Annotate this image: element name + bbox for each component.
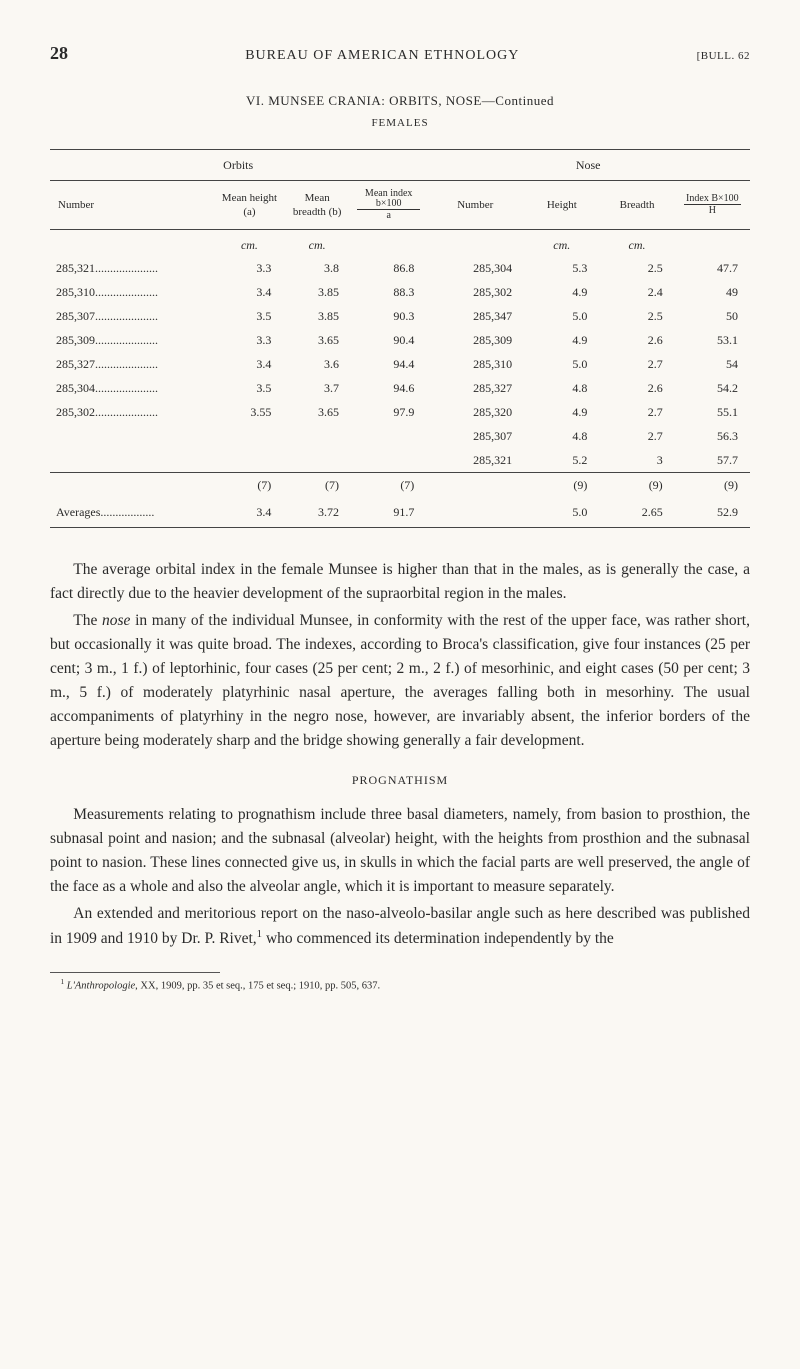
col-mean-index: Mean index b×100 a <box>351 181 426 230</box>
col-nose-number: Number <box>426 181 524 230</box>
col-mean-height: Mean height (a) <box>216 181 284 230</box>
averages-row: Averages..................3.43.7291.75.0… <box>50 497 750 528</box>
footnote-rule <box>50 972 220 973</box>
data-table: Orbits Nose Number Mean height (a) Mean … <box>50 149 750 528</box>
page-number: 28 <box>50 40 68 67</box>
table-row: 285,310.....................3.43.8588.32… <box>50 280 750 304</box>
count-row: (7)(7)(7)(9)(9)(9) <box>50 473 750 498</box>
table-subtitle: FEMALES <box>50 115 750 132</box>
paragraph-3: Measurements relating to prognathism inc… <box>50 803 750 899</box>
paragraph-2: The nose in many of the individual Munse… <box>50 609 750 753</box>
table-row: 285,309.....................3.33.6590.42… <box>50 328 750 352</box>
group-header-nose: Nose <box>426 150 750 181</box>
col-nose-breadth: Breadth <box>599 181 674 230</box>
table-row: 285,307.....................3.53.8590.32… <box>50 304 750 328</box>
table-row: 285,327.....................3.43.694.428… <box>50 352 750 376</box>
bulletin-label: [BULL. 62 <box>697 48 750 65</box>
table-row: 285,302.....................3.553.6597.9… <box>50 400 750 424</box>
page-header: 28 BUREAU OF AMERICAN ETHNOLOGY [BULL. 6… <box>50 40 750 67</box>
table-row: 285,321.....................3.33.886.828… <box>50 256 750 280</box>
paragraph-1: The average orbital index in the female … <box>50 558 750 606</box>
footnote: 1 L'Anthropologie, XX, 1909, pp. 35 et s… <box>50 977 750 993</box>
col-index: Index B×100 H <box>675 181 750 230</box>
group-header-orbits: Orbits <box>50 150 426 181</box>
col-number: Number <box>50 181 216 230</box>
table-row: 285,3215.2357.7 <box>50 448 750 473</box>
unit-row: cm. cm. cm. cm. <box>50 230 750 257</box>
col-nose-height: Height <box>524 181 599 230</box>
section-label: PROGNATHISM <box>50 771 750 789</box>
table-row: 285,3074.82.756.3 <box>50 424 750 448</box>
col-mean-breadth: Mean breadth (b) <box>283 181 351 230</box>
table-row: 285,304.....................3.53.794.628… <box>50 376 750 400</box>
table-title: VI. MUNSEE CRANIA: ORBITS, NOSE—Continue… <box>50 91 750 111</box>
running-head: BUREAU OF AMERICAN ETHNOLOGY <box>245 45 519 66</box>
paragraph-4: An extended and meritorious report on th… <box>50 902 750 951</box>
